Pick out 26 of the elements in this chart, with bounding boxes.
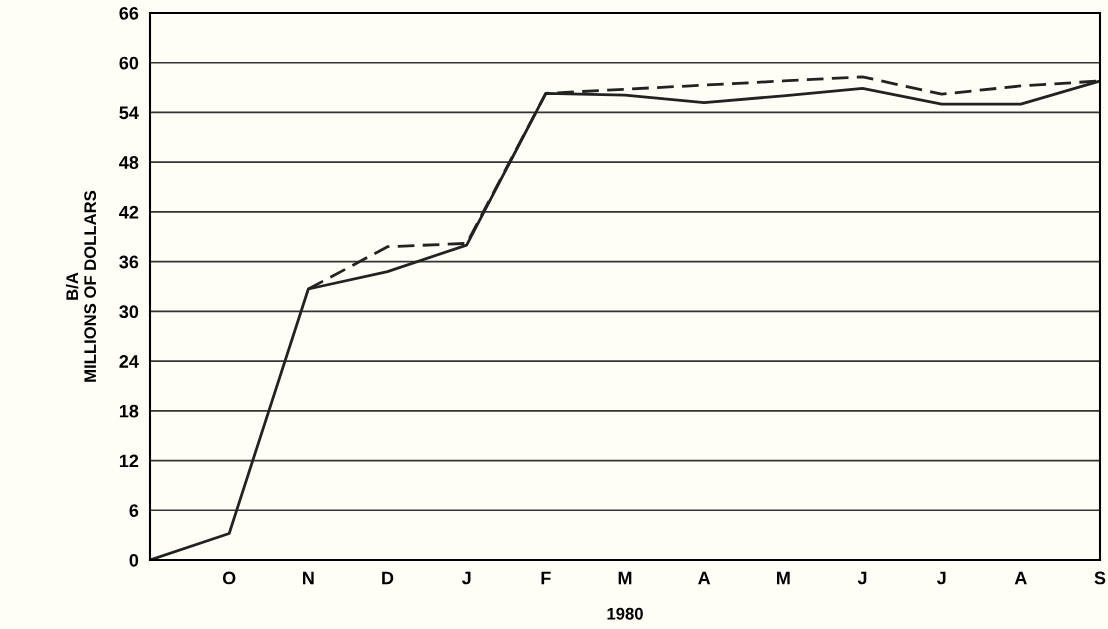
x-tick-label: F	[541, 571, 551, 585]
x-tick-label: O	[222, 571, 236, 585]
y-tick-label: 24	[119, 355, 139, 368]
x-tick-label: A	[1014, 571, 1027, 585]
y-tick-label: 36	[119, 255, 139, 269]
x-tick-label: N	[303, 571, 314, 585]
y-tick-label: 30	[119, 305, 139, 319]
y-tick-label: 54	[119, 106, 139, 120]
y-tick-label: 0	[129, 553, 139, 567]
x-tick-label: A	[698, 571, 711, 585]
y-tick-label: 42	[119, 205, 139, 219]
y-tick-label: 18	[119, 404, 139, 418]
y-tick-label: 60	[119, 56, 139, 70]
y-axis-title: B/A MILLIONS OF DOLLARS	[65, 190, 97, 382]
x-tick-label: J	[936, 571, 946, 585]
x-tick-label: M	[777, 571, 790, 585]
x-tick-label: J	[857, 571, 867, 585]
y-tick-label: 66	[119, 6, 139, 20]
y-tick-label: 12	[119, 454, 139, 468]
y-tick-label: 48	[119, 156, 139, 169]
x-tick-label: J	[461, 571, 471, 585]
x-tick-label: D	[382, 571, 394, 585]
x-axis-title: 1980	[607, 607, 643, 620]
x-tick-label: M	[618, 571, 632, 585]
x-tick-label: S	[1094, 571, 1106, 585]
y-tick-label: 6	[129, 504, 139, 517]
